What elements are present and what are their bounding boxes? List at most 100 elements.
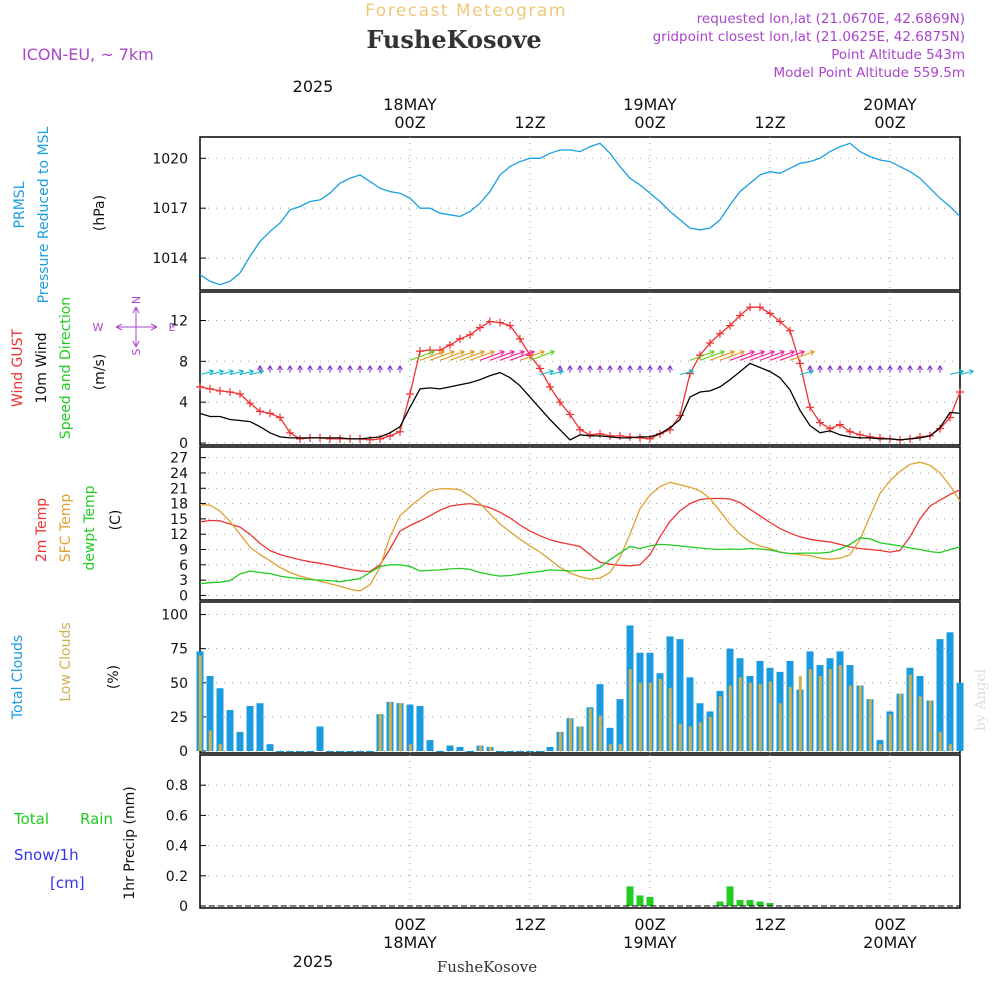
wind-arrow xyxy=(587,365,593,373)
precip-ytick-label: 0 xyxy=(179,899,188,915)
wind-arrow xyxy=(439,350,465,361)
wind-arrow xyxy=(959,369,974,376)
date-label-bottom: 19MAY xyxy=(623,933,677,952)
wind-arrow xyxy=(229,369,244,376)
total-cloud-bar xyxy=(616,699,624,751)
compass-east: E xyxy=(169,321,176,334)
wind-arrow xyxy=(337,365,343,373)
compass-north: N xyxy=(130,296,143,304)
wind-arrow xyxy=(857,365,863,373)
low-cloud-bar xyxy=(758,684,762,751)
gust-marker xyxy=(726,321,734,330)
gust-marker xyxy=(476,323,484,332)
total-cloud-bar xyxy=(246,705,254,751)
wind-arrow xyxy=(209,369,224,376)
wind-arrow xyxy=(267,365,273,373)
low-cloud-bar xyxy=(868,699,872,751)
total-cloud-bar xyxy=(446,745,454,751)
wind-arrow xyxy=(679,369,694,376)
gust-marker xyxy=(446,341,454,350)
wind-arrow xyxy=(689,350,715,361)
wind-arrow xyxy=(419,350,445,361)
total-cloud-bar xyxy=(266,744,274,751)
rain-bar xyxy=(726,886,734,906)
compass-south: S xyxy=(130,348,143,355)
rain-bar xyxy=(646,896,654,906)
precip-ytick-label: 0.2 xyxy=(166,869,188,885)
gust-marker xyxy=(286,428,294,437)
low-cloud-bar xyxy=(698,722,702,751)
wind-frame xyxy=(199,291,961,446)
model-label: ICON-EU, ~ 7km xyxy=(22,45,154,64)
low-cloud-bar xyxy=(818,675,822,751)
gust-marker xyxy=(766,309,774,318)
temperature-ytick-label: 12 xyxy=(170,527,188,543)
temp-panel-labels: 2m Temp SFC Temp dewpt Temp (C) xyxy=(34,485,124,570)
time-tick-top: 12Z xyxy=(514,113,545,132)
wind-arrow xyxy=(429,350,455,361)
low-cloud-bar xyxy=(928,700,932,751)
temperature-ytick-label: 3 xyxy=(179,573,188,589)
gust-marker xyxy=(536,364,544,373)
low-cloud-bar xyxy=(478,745,482,751)
temp2m-label: 2m Temp xyxy=(34,498,50,562)
time-tick-bottom: 00Z xyxy=(394,915,425,934)
low-cloud-bar xyxy=(648,682,652,751)
temperature-ytick-label: 27 xyxy=(170,451,188,467)
temperature-line-1 xyxy=(199,461,961,592)
wind-arrow xyxy=(637,365,643,373)
gust-marker xyxy=(196,382,204,391)
year-bottom: 2025 xyxy=(293,952,334,971)
wind-arrow xyxy=(489,350,515,361)
gust-marker xyxy=(466,330,474,339)
gust-marker xyxy=(256,407,264,416)
pressure-panel-labels: PRMSL Pressure Reduced to MSL (hPa) xyxy=(12,126,108,303)
gust-marker xyxy=(706,338,714,347)
wind-arrow xyxy=(739,350,765,361)
gust-marker xyxy=(276,413,284,422)
wind-arrow xyxy=(729,350,755,361)
low-cloud-bar xyxy=(948,744,952,751)
wind-arrow xyxy=(709,350,735,361)
low-cloud-bar xyxy=(208,730,212,751)
rain-bar xyxy=(626,886,634,906)
low-cloud-bar xyxy=(738,677,742,751)
low-cloud-label: Low Clouds xyxy=(58,622,74,701)
low-cloud-bar xyxy=(398,703,402,751)
wind-arrow xyxy=(847,365,853,373)
low-cloud-bar xyxy=(588,708,592,751)
time-tick-bottom: 00Z xyxy=(634,915,665,934)
clouds-ytick-label: 100 xyxy=(161,608,188,624)
low-cloud-bar xyxy=(828,669,832,751)
low-cloud-bar xyxy=(218,744,222,751)
low-cloud-bar xyxy=(808,669,812,751)
time-tick-bottom: 12Z xyxy=(754,915,785,934)
gust-marker xyxy=(846,427,854,436)
total-cloud-bar xyxy=(206,675,214,751)
rain-bar xyxy=(636,895,644,906)
low-cloud-bar xyxy=(938,731,942,751)
gust-marker xyxy=(216,386,224,395)
wind-arrow xyxy=(769,350,795,361)
wind-arrow xyxy=(949,369,964,376)
wind-arrow xyxy=(827,365,833,373)
clouds-ytick-label: 75 xyxy=(170,642,188,658)
time-tick-bottom: 00Z xyxy=(874,915,905,934)
low-cloud-bar xyxy=(748,682,752,751)
gust-marker xyxy=(406,390,414,399)
wind-arrow xyxy=(297,365,303,373)
panels: 1014101710200481203691215182124270255075… xyxy=(152,136,974,915)
wind-arrow xyxy=(617,365,623,373)
gust-marker xyxy=(336,434,344,443)
prmsl-label: PRMSL xyxy=(12,181,28,228)
total-cloud-bar xyxy=(236,731,244,751)
wind-arrow xyxy=(937,365,943,373)
low-cloud-bar xyxy=(888,714,892,751)
wind-arrow xyxy=(327,365,333,373)
precip-unit: 1hr Precip (mm) xyxy=(122,786,138,899)
wind-arrow xyxy=(479,350,505,361)
rain-bar xyxy=(756,901,764,906)
gust-marker xyxy=(806,403,814,412)
gust-marker xyxy=(326,434,334,443)
